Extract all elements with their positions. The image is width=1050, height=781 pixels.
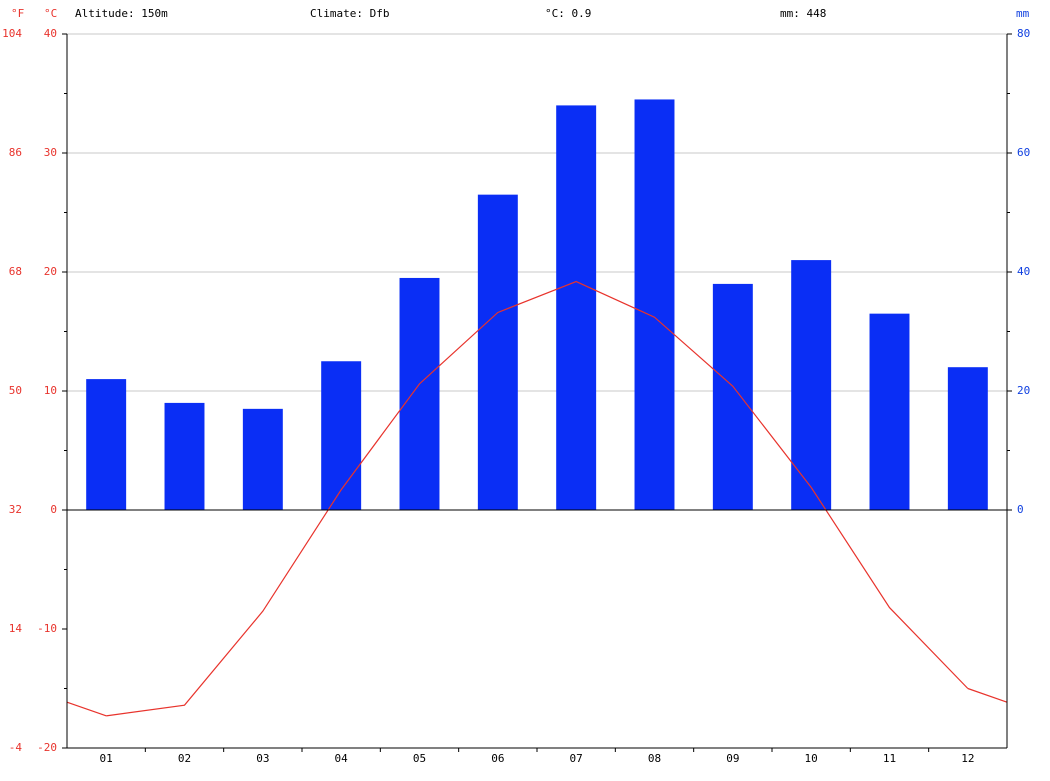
x-tick-label: 10: [805, 752, 818, 765]
y3-tick-label: 50: [9, 384, 22, 397]
bar: [712, 283, 753, 510]
x-tick-label: 04: [335, 752, 349, 765]
y-tick-label: -20: [37, 741, 57, 754]
y2-tick-label: 40: [1017, 265, 1030, 278]
y-tick-label: 0: [50, 503, 57, 516]
x-tick-label: 01: [100, 752, 113, 765]
y3-tick-label: 14: [9, 622, 23, 635]
bar: [791, 260, 832, 510]
x-tick-label: 02: [178, 752, 191, 765]
y-tick-label: 20: [44, 265, 57, 278]
fahrenheit-label: °F: [11, 7, 24, 20]
bar: [634, 99, 675, 510]
x-tick-label: 05: [413, 752, 426, 765]
y3-tick-label: 68: [9, 265, 22, 278]
climate: Climate: Dfb: [310, 7, 389, 20]
y2-tick-label: 80: [1017, 27, 1030, 40]
bar: [869, 313, 910, 510]
x-tick-label: 11: [883, 752, 896, 765]
altitude: Altitude: 150m: [75, 7, 168, 20]
bar: [86, 379, 127, 510]
y2-tick-label: 60: [1017, 146, 1030, 159]
y3-tick-label: 32: [9, 503, 22, 516]
line-edge: [66, 687, 1008, 717]
y-tick-label: -10: [37, 622, 57, 635]
bar: [947, 367, 988, 510]
bar: [164, 402, 205, 510]
y3-tick-label: 104: [2, 27, 22, 40]
mm-label: mm: [1016, 7, 1030, 20]
bar: [321, 361, 362, 510]
mean-temperature: °C: 0.9: [545, 7, 591, 20]
celsius-label: °C: [44, 7, 57, 20]
bar: [556, 105, 597, 511]
y2-tick-label: 0: [1017, 503, 1024, 516]
y-tick-label: 40: [44, 27, 57, 40]
x-tick-label: 06: [491, 752, 504, 765]
x-tick-label: 12: [961, 752, 974, 765]
y-tick-label: 10: [44, 384, 57, 397]
bar: [477, 194, 518, 510]
x-tick-label: 09: [726, 752, 739, 765]
y-tick-label: 30: [44, 146, 57, 159]
y2-tick-label: 20: [1017, 384, 1030, 397]
bar: [399, 277, 440, 510]
y3-tick-label: -4: [9, 741, 23, 754]
temperature-line: [106, 280, 969, 717]
x-tick-label: 08: [648, 752, 661, 765]
total-precipitation: mm: 448: [780, 7, 826, 20]
bar: [242, 408, 283, 510]
y3-tick-label: 86: [9, 146, 22, 159]
x-tick-label: 07: [570, 752, 583, 765]
x-tick-label: 03: [256, 752, 269, 765]
